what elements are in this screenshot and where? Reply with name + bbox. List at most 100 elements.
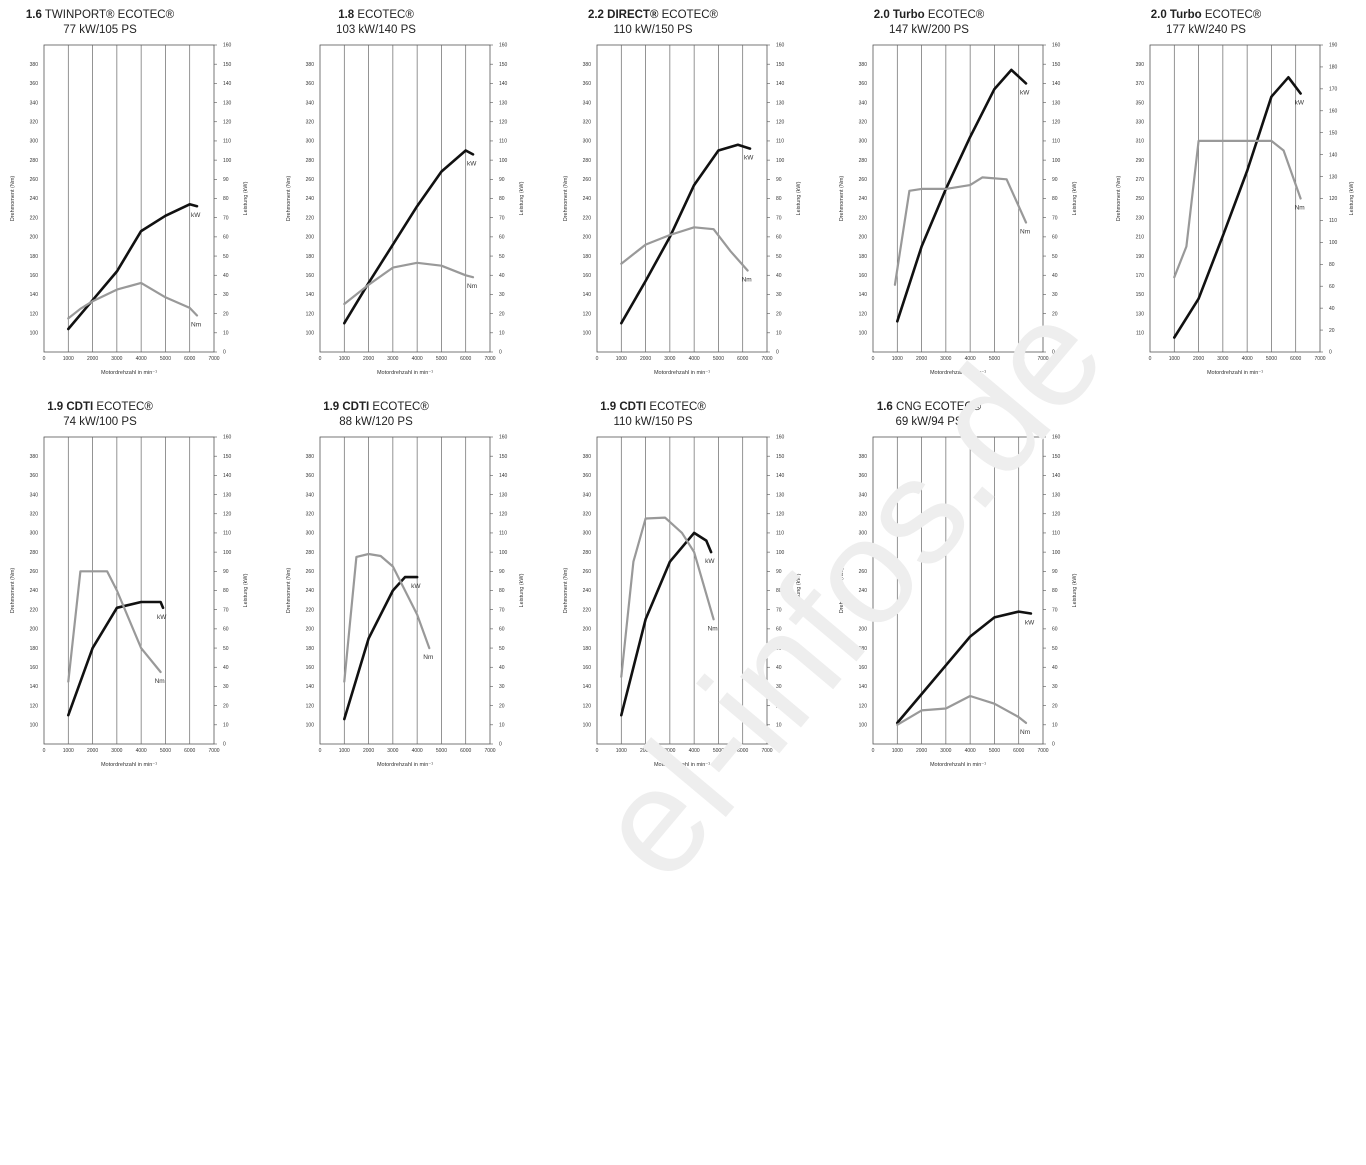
x-tick-label: 3000 — [664, 748, 675, 754]
y-right-tick-label: 160 — [223, 43, 232, 49]
chart-title-rest: ECOTEC® — [369, 401, 429, 413]
y-left-tick-label: 260 — [583, 177, 592, 183]
chart-title-rest: ECOTEC® — [646, 401, 706, 413]
y-right-tick-label: 160 — [1329, 108, 1338, 114]
x-tick-label: 7000 — [1037, 356, 1048, 362]
y-left-tick-label: 140 — [30, 292, 39, 298]
series-line-nm — [1173, 139, 1302, 279]
series-label-kw: kW — [467, 160, 477, 167]
y-left-tick-label: 160 — [306, 665, 315, 671]
y-left-tick-label: 260 — [306, 177, 315, 183]
y-right-axis-label: Leistung (kW) — [796, 181, 802, 215]
plot-frame — [596, 44, 768, 353]
y-right-tick-label: 110 — [776, 139, 784, 145]
y-left-tick-label: 220 — [306, 215, 315, 221]
x-tick-label: 0 — [43, 356, 46, 362]
y-left-axis-label: Drehmoment (Nm) — [563, 568, 569, 614]
y-right-tick-label: 60 — [1052, 235, 1058, 241]
y-right-tick-label: 10 — [223, 723, 229, 729]
y-left-tick-label: 360 — [583, 473, 592, 479]
y-right-tick-label: 130 — [1329, 174, 1338, 180]
y-right-tick-label: 80 — [223, 196, 229, 202]
chart-svg: 0 1000 2000 3000 4000 5000 6000 700010012014016… — [10, 435, 249, 768]
y-right-tick-label: 160 — [223, 435, 232, 441]
x-tick-label: 0 — [43, 748, 46, 754]
y-right-tick-label: 90 — [776, 177, 782, 183]
y-right-tick-label: 140 — [776, 81, 785, 87]
y-right-tick-label: 110 — [223, 531, 231, 537]
y-right-tick-label: 60 — [223, 235, 229, 241]
y-left-tick-label: 100 — [30, 723, 39, 729]
y-left-tick-label: 280 — [859, 550, 868, 556]
y-right-tick-label: 70 — [499, 215, 505, 221]
chart-svg: 0 1000 2000 3000 4000 5000 6000 700011013015017… — [1116, 43, 1355, 376]
series-label-kw: kW — [1295, 99, 1305, 106]
y-left-tick-label: 240 — [859, 588, 868, 594]
y-left-tick-label: 200 — [306, 627, 315, 633]
y-right-tick-label: 180 — [1329, 65, 1338, 71]
y-right-tick-label: 150 — [223, 454, 232, 460]
x-tick-label: 0 — [596, 748, 599, 754]
chart-panel-8: 1.9 CDTI ECOTEC® 110 kW/150 PS 0 1000 2000 30… — [553, 392, 803, 777]
y-left-tick-label: 220 — [859, 215, 868, 221]
y-right-tick-label: 40 — [499, 665, 505, 671]
y-right-tick-label: 110 — [1052, 531, 1060, 537]
y-left-tick-label: 320 — [859, 511, 868, 517]
y-right-tick-label: 50 — [223, 254, 229, 260]
y-right-tick-label: 150 — [499, 62, 508, 68]
y-right-tick-label: 140 — [1052, 473, 1061, 479]
x-tick-label: 7000 — [761, 748, 772, 754]
x-axis-label: Motordrehzahl in min⁻¹ — [654, 762, 710, 768]
x-tick-label: 3000 — [940, 356, 951, 362]
y-right-tick-label: 10 — [499, 331, 505, 337]
chart-title: 2.0 Turbo ECOTEC® 147 kW/200 PS — [829, 8, 1029, 38]
x-tick-label: 3000 — [111, 748, 122, 754]
y-left-tick-label: 380 — [583, 62, 592, 68]
y-left-tick-label: 200 — [583, 235, 592, 241]
y-right-tick-label: 120 — [499, 511, 508, 517]
y-right-tick-label: 120 — [1052, 119, 1061, 125]
x-tick-label: 7000 — [208, 356, 219, 362]
x-tick-label: 2000 — [916, 748, 927, 754]
x-tick-label: 4000 — [689, 748, 700, 754]
y-left-tick-label: 360 — [30, 81, 39, 87]
y-left-tick-label: 120 — [30, 311, 39, 317]
y-right-tick-label: 150 — [776, 62, 785, 68]
series-label-nm: Nm — [191, 322, 201, 329]
y-left-tick-label: 180 — [30, 646, 39, 652]
y-right-tick-label: 80 — [499, 588, 505, 594]
y-left-axis-label: Drehmoment (Nm) — [10, 176, 16, 222]
x-tick-label: 1000 — [616, 356, 627, 362]
chart-title: 1.9 CDTI ECOTEC® 88 kW/120 PS — [276, 400, 476, 430]
y-right-axis-label: Leistung (kW) — [243, 573, 249, 607]
y-right-tick-label: 50 — [776, 254, 782, 260]
series-label-nm: Nm — [1020, 228, 1030, 235]
series-label-kw: kW — [157, 614, 167, 621]
y-left-tick-label: 160 — [30, 273, 39, 279]
y-right-tick-label: 90 — [223, 569, 229, 575]
y-right-tick-label: 40 — [1052, 273, 1058, 279]
y-right-axis-label: Leistung (kW) — [243, 181, 249, 215]
y-left-tick-label: 300 — [306, 139, 315, 145]
plot-frame — [1149, 44, 1321, 353]
y-left-tick-label: 200 — [30, 235, 39, 241]
chart-title: 1.9 CDTI ECOTEC® 110 kW/150 PS — [553, 400, 753, 430]
y-right-tick-label: 90 — [776, 569, 782, 575]
y-right-tick-label: 140 — [223, 473, 232, 479]
x-tick-label: 4000 — [689, 356, 700, 362]
y-right-tick-label: 60 — [776, 627, 782, 633]
x-tick-label: 4000 — [412, 748, 423, 754]
x-axis-label: Motordrehzahl in min⁻¹ — [377, 370, 433, 376]
x-axis-label: Motordrehzahl in min⁻¹ — [930, 370, 986, 376]
series-line-nm — [620, 516, 715, 678]
y-right-tick-label: 0 — [776, 350, 779, 356]
y-right-tick-label: 30 — [1052, 684, 1058, 690]
y-left-tick-label: 310 — [1136, 139, 1145, 145]
y-right-tick-label: 80 — [776, 196, 782, 202]
y-left-tick-label: 160 — [583, 273, 592, 279]
y-left-tick-label: 180 — [306, 254, 315, 260]
y-right-tick-label: 110 — [223, 139, 231, 145]
x-axis-label: Motordrehzahl in min⁻¹ — [1207, 370, 1263, 376]
chart-title-rest: ECOTEC® — [93, 401, 153, 413]
